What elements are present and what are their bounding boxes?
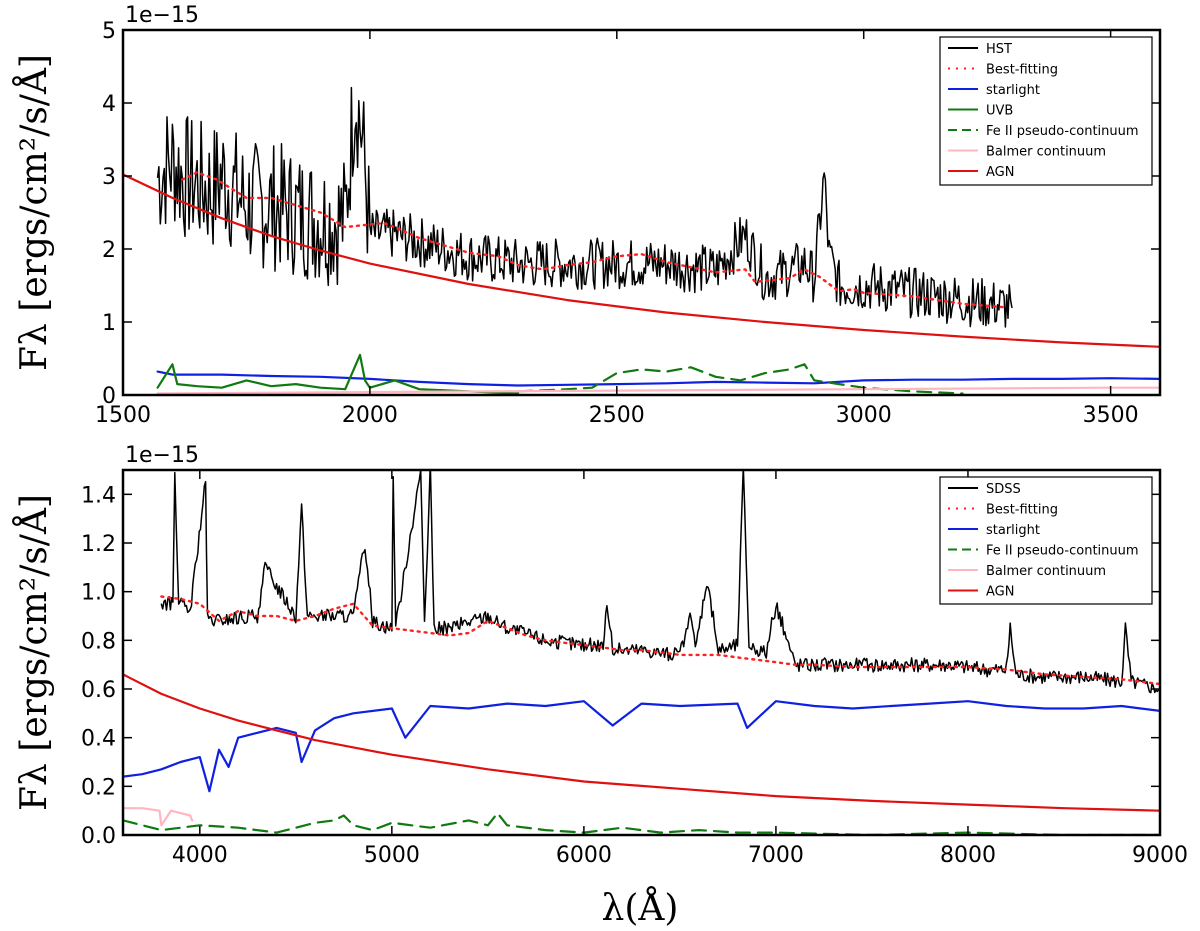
legend-label-sdss: SDSS	[986, 482, 1021, 497]
plot-frame	[121, 28, 1162, 397]
y-tick-label: 4	[102, 92, 116, 117]
legend: HST Best-fitting starlight UVB Fe II pseudo-…	[939, 36, 1153, 186]
plot-area	[123, 470, 1160, 835]
series-agn-line	[123, 173, 1160, 348]
y-tick-label: 1.2	[81, 532, 116, 557]
legend-box	[939, 36, 1153, 186]
series-best-fitting-line	[181, 171, 1009, 309]
series-starlight-line	[156, 370, 1160, 387]
plot-frame	[121, 468, 1162, 837]
y-tick-label: 0.0	[81, 824, 116, 849]
legend-label-hst: HST	[986, 42, 1012, 57]
legend-label-starlight: starlight	[986, 523, 1040, 538]
y-tick-label: 0.6	[81, 678, 116, 703]
y-tick-label: 0.4	[81, 727, 116, 752]
x-axis-title: λ(Å)	[602, 887, 679, 929]
y-tick-label: 1	[102, 311, 116, 336]
legend-label-agn: AGN	[986, 585, 1014, 600]
series-best-fitting-line	[160, 595, 1160, 686]
series-agn-line	[123, 673, 1160, 812]
x-tick-label: 3000	[836, 403, 892, 428]
x-tick-label: 7000	[748, 843, 804, 868]
x-tick-label: 9000	[1132, 843, 1188, 868]
legend-label-fe-ii-pseudo-continuum: Fe II pseudo-continuum	[986, 124, 1139, 139]
series-starlight-line	[123, 700, 1160, 793]
legend-box	[939, 476, 1153, 605]
x-tick-label: 2000	[342, 403, 398, 428]
x-tick-label: 4000	[172, 843, 228, 868]
y-tick-label: 5	[102, 19, 116, 44]
y-tick-label: 0.8	[81, 629, 116, 654]
y-tick-label: 0	[102, 384, 116, 409]
x-tick-label: 6000	[556, 843, 612, 868]
y-tick-label: 1.0	[81, 581, 116, 606]
y-axis-title: Fλ [ergs/cm²/s/Å]	[13, 494, 55, 811]
series-fe-ii-pseudo-continuum-line	[516, 363, 964, 395]
y-tick-label: 2	[102, 238, 116, 263]
x-tick-label: 8000	[940, 843, 996, 868]
legend-label-balmer-continuum: Balmer continuum	[986, 145, 1106, 160]
series-uvb-line	[156, 353, 520, 395]
x-tick-label: 5000	[364, 843, 420, 868]
legend-label-fe-ii-pseudo-continuum: Fe II pseudo-continuum	[986, 544, 1139, 559]
legend-label-uvb: UVB	[986, 104, 1013, 119]
y-offset-label: 1e−15	[125, 443, 199, 468]
series-balmer-continuum-line	[156, 386, 1160, 395]
y-tick-label: 3	[102, 165, 116, 190]
legend-label-best-fitting: Best-fitting	[986, 503, 1058, 518]
y-offset-label: 1e−15	[125, 3, 199, 28]
x-tick-label: 2500	[589, 403, 645, 428]
series-balmer-continuum-line	[123, 807, 194, 827]
x-tick-label: 3500	[1083, 403, 1139, 428]
x-tick-label: 1500	[95, 403, 151, 428]
y-tick-label: 0.2	[81, 775, 116, 800]
legend-label-best-fitting: Best-fitting	[986, 63, 1058, 78]
legend: SDSS Best-fitting starlight Fe II pseudo-co…	[939, 476, 1153, 605]
y-tick-label: 1.4	[81, 483, 116, 508]
legend-label-balmer-continuum: Balmer continuum	[986, 564, 1106, 579]
legend-label-starlight: starlight	[986, 83, 1040, 98]
series-hst-line	[156, 86, 1013, 328]
panel-sdss: 4000 5000 6000 7000 8000 9000 0.0 0.2 0.4 0.6 0.8 1…	[13, 443, 1188, 868]
plot-area	[123, 86, 1160, 395]
series-fe-ii-pseudo-continuum-line	[123, 812, 1160, 835]
panel-hst: 1500 2000 2500 3000 3500 0 1 2 3 4 5 1e−15 Fλ [ergs/…	[13, 3, 1162, 428]
legend-label-agn: AGN	[986, 165, 1014, 180]
y-axis-title: Fλ [ergs/cm²/s/Å]	[13, 54, 55, 371]
